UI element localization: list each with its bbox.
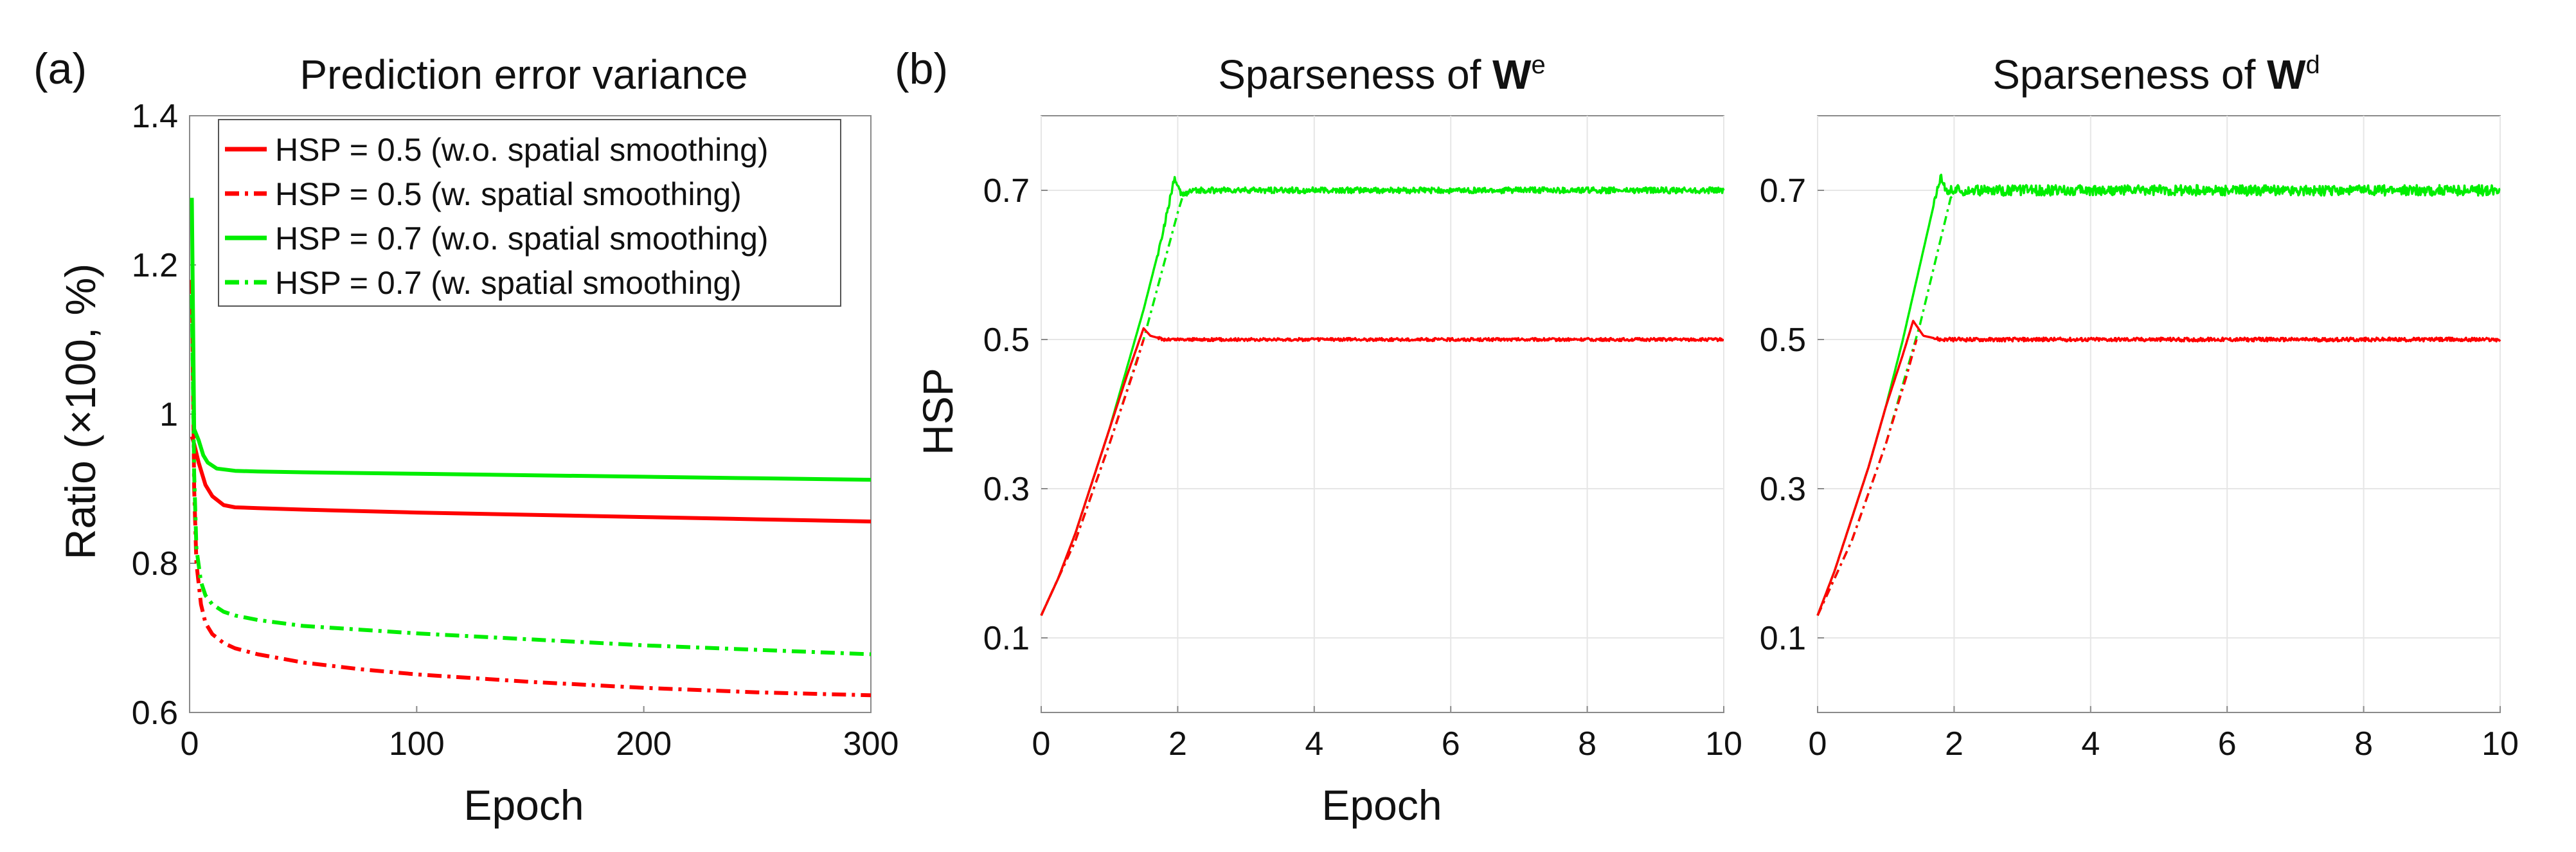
panel-a-title: Prediction error variance [300, 51, 747, 98]
series-line-4 [1040, 339, 1145, 616]
y-tick-label: 1.4 [132, 98, 178, 135]
y-tick-label: 0.6 [132, 694, 178, 732]
panel-b-right-plot: 0 2 4 6 8 10 0.1 0.3 0.5 0.7 [1760, 116, 2519, 763]
x-tick-label: 6 [1442, 725, 1460, 763]
x-tick-label: 8 [2354, 725, 2373, 763]
series-line-1 [1040, 176, 1725, 616]
x-tick-label: 6 [2218, 725, 2237, 763]
title-superscript: d [2306, 51, 2320, 79]
panel-b-letter: (b) [895, 44, 948, 93]
panel-b-left-axes-box [1041, 115, 1724, 713]
series-line-1 [190, 435, 872, 523]
title-superscript: e [1532, 51, 1546, 79]
y-tick-label: 0.1 [1760, 620, 1806, 657]
y-tick-label: 1.2 [132, 247, 178, 284]
title-matrix-symbol: W [1492, 51, 1532, 98]
panel-b-left: (b) Sparseness of We Epoch HSP 0 2 4 6 8 10 0.… [895, 44, 1742, 829]
legend-box [218, 119, 841, 307]
x-tick-label: 0 [1809, 725, 1827, 763]
x-tick-label: 2 [1945, 725, 1963, 763]
panel-b-right: Sparseness of Wd 0 2 4 6 8 10 0.1 0.3 0.5 0.7 [1760, 51, 2519, 763]
y-tick-label: 0.5 [983, 322, 1030, 359]
panel-a-plot: 0 100 200 300 0.6 0.8 1 1.2 1.4 [132, 98, 899, 763]
panel-b-right-title: Sparseness of Wd [1992, 51, 2320, 98]
panel-a-ylabel: Ratio (×100, %) [57, 264, 104, 559]
x-tick-label: 10 [2482, 725, 2519, 763]
y-tick-label: 0.7 [1760, 172, 1806, 210]
y-tick-label: 0.7 [983, 172, 1030, 210]
series-line-3 [190, 197, 872, 482]
panel-b-left-plot: 0 2 4 6 8 10 0.1 0.3 0.5 0.7 [983, 116, 1742, 763]
x-tick-label: 100 [389, 725, 445, 763]
title-text: Sparseness of [1218, 51, 1492, 98]
series-line-4 [1816, 339, 1918, 616]
legend-entry-4: HSP = 0.7 (w. spatial smoothing) [275, 265, 742, 301]
panel-a-xlabel: Epoch [463, 781, 584, 829]
y-tick-label: 0.1 [983, 620, 1030, 657]
series-line-1 [1816, 174, 2501, 616]
panel-a-letter: (a) [33, 44, 87, 93]
legend-entry-1: HSP = 0.5 (w.o. spatial smoothing) [275, 132, 769, 168]
series-line-3 [1040, 327, 1724, 616]
x-tick-label: 4 [1305, 725, 1323, 763]
legend-entry-3: HSP = 0.7 (w.o. spatial smoothing) [275, 221, 769, 257]
panel-a: (a) Prediction error variance Epoch Rati… [33, 44, 899, 829]
x-tick-label: 4 [2081, 725, 2100, 763]
x-tick-label: 8 [1578, 725, 1597, 763]
x-tick-label: 300 [843, 725, 899, 763]
panel-b-left-title: Sparseness of We [1218, 51, 1546, 98]
series-line-4 [190, 295, 872, 657]
legend-entry-2: HSP = 0.5 (w. spatial smoothing) [275, 176, 742, 212]
y-tick-label: 0.3 [983, 471, 1030, 508]
x-tick-label: 0 [1032, 725, 1051, 763]
panel-b-ylabel: HSP [914, 368, 962, 455]
y-tick-label: 0.3 [1760, 471, 1806, 508]
x-tick-label: 200 [616, 725, 672, 763]
y-tick-label: 0.8 [132, 545, 178, 583]
x-tick-label: 2 [1168, 725, 1187, 763]
panel-b-right-axes-box [1817, 115, 2501, 713]
title-matrix-symbol: W [2267, 51, 2306, 98]
panel-a-legend: HSP = 0.5 (w.o. spatial smoothing) HSP =… [218, 119, 841, 307]
series-line-2 [190, 280, 872, 698]
x-tick-label: 0 [181, 725, 199, 763]
panel-b-xlabel: Epoch [1321, 781, 1442, 829]
x-tick-label: 10 [1705, 725, 1742, 763]
series-line-2 [1040, 190, 1186, 616]
y-tick-label: 0.5 [1760, 322, 1806, 359]
series-line-3 [1816, 320, 2501, 616]
y-tick-label: 1 [159, 396, 178, 433]
title-text: Sparseness of [1992, 51, 2267, 98]
